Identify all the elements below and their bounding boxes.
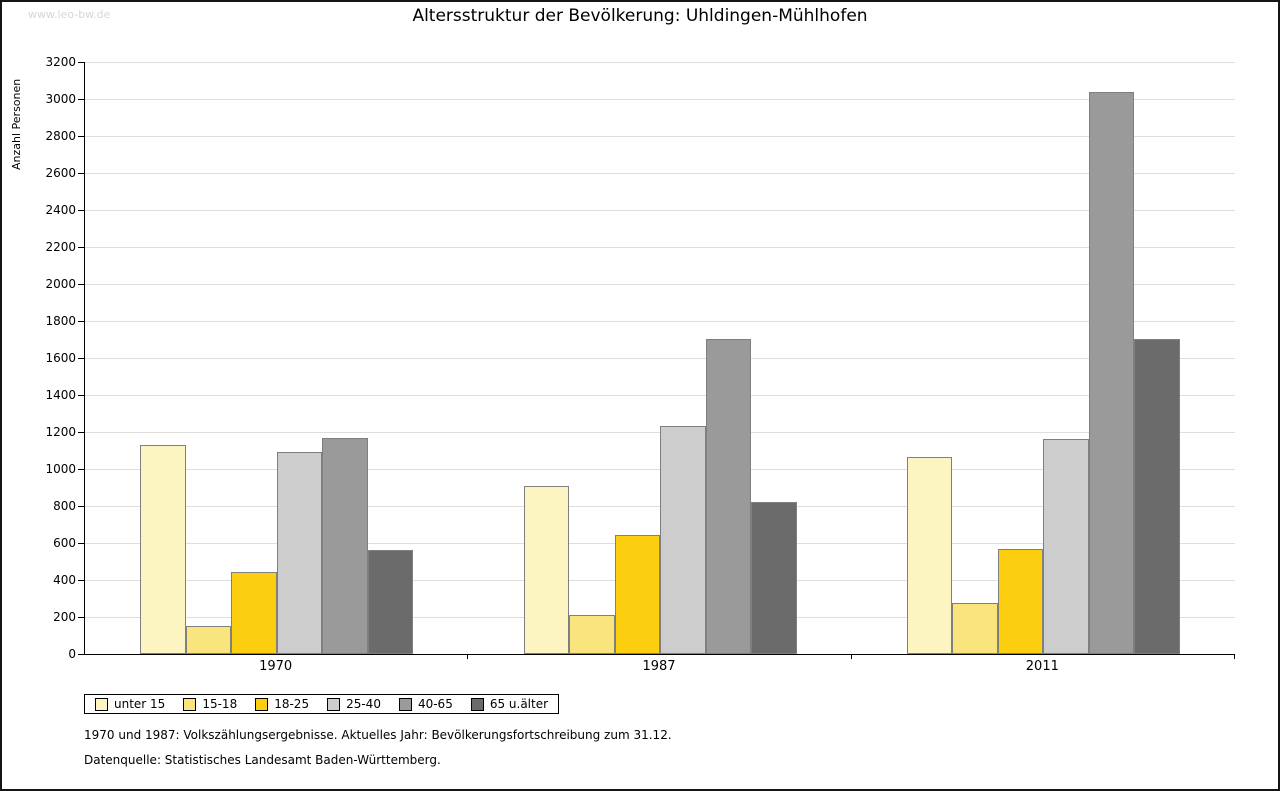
y-tick-label: 1000 (45, 462, 76, 476)
bar-2011-40-65 (1088, 92, 1135, 654)
watermark: www.leo-bw.de (28, 8, 111, 21)
legend-swatch (398, 697, 412, 711)
plot-area (84, 62, 1235, 655)
y-axis-tick (78, 136, 84, 137)
y-axis-tick (78, 62, 84, 63)
bar-1970-25-40 (276, 452, 323, 654)
bar-1970-15-18 (185, 626, 232, 654)
chart-title: Altersstruktur der Bevölkerung: Uhldinge… (412, 6, 868, 26)
x-axis-tick (1234, 655, 1235, 659)
y-tick-label: 1400 (45, 388, 76, 402)
bar-1970-65-u-älter (367, 550, 414, 654)
legend-item: 15-18 (183, 697, 237, 711)
y-axis-tick (78, 321, 84, 322)
y-axis-tick (78, 432, 84, 433)
bar-2011-25-40 (1043, 439, 1089, 654)
legend-label: 15-18 (202, 697, 238, 711)
bar-1987-18-25 (614, 535, 660, 654)
gridline (85, 284, 1235, 285)
y-axis-tick (78, 506, 84, 507)
gridline (85, 247, 1235, 248)
gridline (85, 62, 1235, 63)
y-tick-label: 2000 (45, 277, 76, 291)
y-tick-label: 2200 (45, 240, 76, 254)
legend-item: 65 u.älter (470, 697, 549, 711)
y-tick-label: 200 (53, 610, 76, 624)
y-tick-label: 400 (53, 573, 76, 587)
bar-2011-18-25 (997, 549, 1044, 654)
y-tick-label: 600 (53, 536, 76, 550)
y-axis-tick (78, 469, 84, 470)
x-axis-tick (467, 655, 469, 659)
legend-label: 18-25 (274, 697, 310, 711)
y-tick-label: 1200 (45, 425, 76, 439)
x-tick-label: 1970 (259, 659, 293, 674)
bar-1970-unter-15 (140, 445, 186, 654)
y-tick-label: 1600 (45, 351, 76, 365)
bar-1987-40-65 (705, 339, 751, 654)
y-axis-tick (78, 358, 84, 359)
legend-swatch (255, 697, 269, 711)
legend-item: 40-65 (398, 697, 453, 711)
legend-item: unter 15 (95, 697, 165, 711)
legend-label: unter 15 (114, 697, 166, 711)
y-tick-label: 1800 (45, 314, 76, 328)
bar-1987-unter-15 (523, 486, 569, 654)
legend-label: 25-40 (346, 697, 381, 711)
y-axis-tick (78, 654, 84, 655)
gridline (85, 173, 1235, 174)
y-tick-label: 3200 (45, 55, 76, 69)
gridline (85, 358, 1235, 359)
gridline (85, 395, 1235, 396)
gridline (85, 99, 1235, 100)
y-tick-label: 2600 (45, 166, 76, 180)
gridline (85, 136, 1235, 137)
y-axis-tick (78, 284, 84, 285)
x-tick-label: 1987 (642, 659, 676, 674)
gridline (85, 321, 1235, 322)
bar-1970-40-65 (322, 438, 368, 654)
y-tick-label: 2400 (45, 203, 76, 217)
y-axis-tick (78, 247, 84, 248)
bar-2011-unter-15 (906, 457, 953, 654)
legend-swatch (327, 697, 341, 711)
y-axis-tick (78, 395, 84, 396)
legend-swatch (470, 697, 484, 711)
gridline (85, 210, 1235, 211)
legend-label: 40-65 (417, 697, 453, 711)
y-tick-label: 0 (68, 647, 76, 661)
y-axis-tick (78, 99, 84, 100)
y-axis-title: Anzahl Personen (10, 78, 23, 170)
legend-label: 65 u.älter (489, 697, 549, 711)
legend-item: 25-40 (327, 697, 381, 711)
x-axis-tick (850, 655, 852, 659)
y-axis-tick (78, 210, 84, 211)
legend-swatch (95, 697, 108, 711)
bar-1987-25-40 (660, 426, 706, 654)
bar-1987-65-u-älter (751, 502, 797, 654)
legend-swatch (183, 697, 197, 711)
legend: unter 15 15-18 18-25 25-40 40-65 65 u.älter (84, 694, 560, 714)
footnote-1: 1970 und 1987: Volkszählungsergebnisse. … (84, 728, 672, 742)
bar-2011-65-u-älter (1134, 339, 1180, 654)
y-tick-label: 2800 (45, 129, 76, 143)
y-tick-label: 800 (53, 499, 76, 513)
y-axis-tick (78, 580, 84, 581)
bar-1970-18-25 (231, 572, 277, 654)
y-axis-tick (78, 543, 84, 544)
x-tick-label: 2011 (1025, 659, 1059, 674)
legend-item: 18-25 (255, 697, 309, 711)
y-axis-tick (78, 617, 84, 618)
y-tick-label: 3000 (45, 92, 76, 106)
footnote-2: Datenquelle: Statistisches Landesamt Bad… (84, 753, 441, 767)
bar-1987-15-18 (569, 615, 615, 654)
y-axis-tick (78, 173, 84, 174)
bar-2011-15-18 (952, 603, 998, 654)
